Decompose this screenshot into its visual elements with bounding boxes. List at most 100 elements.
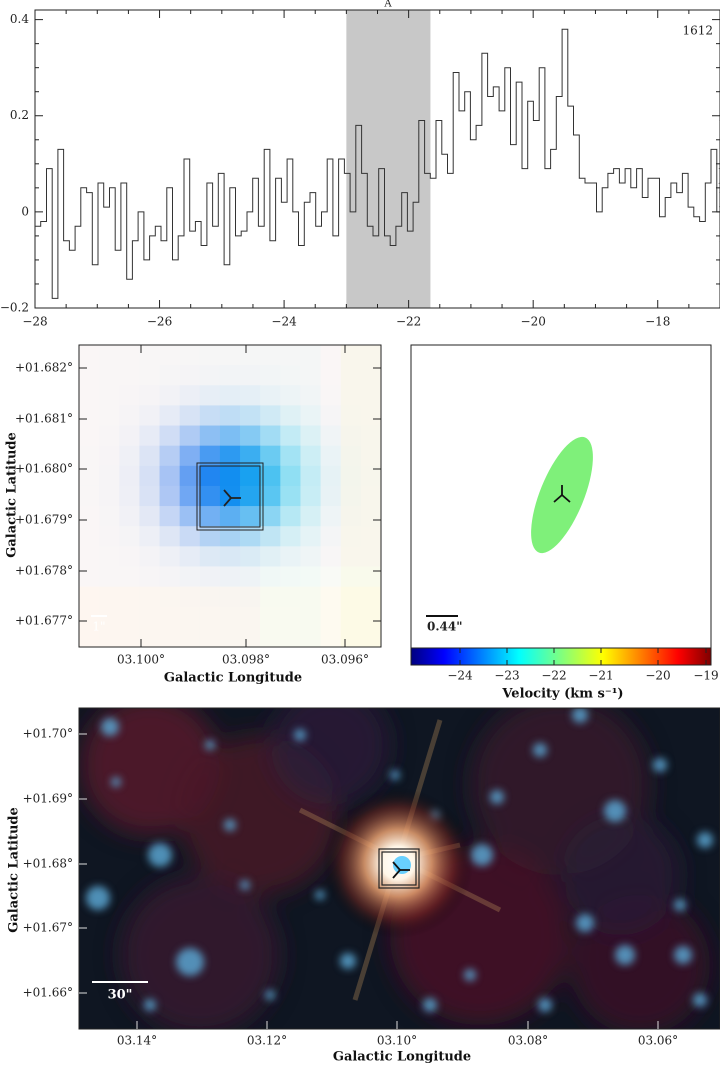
map-ytick-5: +01.677° [15, 614, 73, 628]
velocity-map-pixel [340, 425, 362, 447]
velocity-map-pixel [340, 345, 362, 366]
sky-star [144, 999, 156, 1011]
velocity-map-pixel [340, 365, 362, 386]
sky-star [101, 718, 119, 736]
velocity-map-pixel [300, 606, 321, 628]
colorbar [410, 647, 712, 666]
velocity-map-pixel [340, 485, 362, 507]
map-xlabel: Galactic Longitude [164, 671, 302, 686]
sky-star [576, 914, 594, 932]
velocity-map-pixel [240, 445, 261, 467]
velocity-map-pixel [79, 365, 100, 386]
velocity-map-pixel [139, 546, 160, 567]
velocity-map-pixel [179, 465, 201, 487]
velocity-map-pixel [159, 626, 181, 648]
nebula-patch [560, 815, 680, 935]
band-label: A [383, 0, 392, 10]
velocity-map-pixel [320, 485, 342, 507]
velocity-map-pixel [320, 385, 342, 406]
maser-marker-icon [392, 861, 410, 879]
sky-star [294, 729, 306, 741]
velocity-map-pixel [240, 566, 261, 587]
velocity-map-pixel [280, 385, 301, 406]
velocity-map-pixel [179, 485, 201, 507]
velocity-map-pixel [99, 586, 120, 608]
velocity-map-pixel [360, 425, 382, 447]
velocity-map-pixel [240, 626, 261, 648]
velocity-map-pixel [300, 526, 321, 547]
velocity-map-pixel [79, 606, 100, 628]
velocity-map-pixel [320, 506, 342, 527]
velocity-map-pixel [320, 425, 342, 447]
map-ytick-0: +01.682° [15, 361, 73, 375]
velocity-map-pixel [79, 566, 100, 587]
velocity-map-pixel [79, 425, 100, 447]
velocity-map-pixel [159, 445, 181, 467]
velocity-map-pixel [360, 465, 382, 487]
velocity-map-pixel [119, 485, 140, 507]
velocity-map-pixel [240, 526, 261, 547]
velocity-map-pixel [139, 626, 160, 648]
velocity-map-pixel [159, 365, 181, 386]
velocity-map-pixel [119, 606, 140, 628]
velocity-map-pixel [320, 445, 342, 467]
velocity-map-pixel [79, 586, 100, 608]
velocity-map-pixel [360, 546, 382, 567]
velocity-map-pixel [119, 405, 140, 426]
velocity-map-pixel [199, 465, 221, 487]
sky-star [538, 998, 552, 1012]
maser-marker-icon [553, 485, 571, 503]
beam-scalebar: 0.44" [426, 615, 462, 634]
sky-star [674, 899, 686, 911]
velocity-map-pixel [219, 506, 241, 527]
sky-ylabel: Galactic Latitude [7, 807, 22, 933]
velocity-map-pixel [99, 626, 120, 648]
velocity-map-pixel [280, 365, 301, 386]
spectrum-xtick-label: −22 [396, 315, 421, 329]
velocity-map-pixel [320, 465, 342, 487]
velocity-map-pixel [320, 546, 342, 567]
velocity-map-pixel [320, 365, 342, 386]
velocity-map-pixel [340, 385, 362, 406]
velocity-map-pixel [139, 526, 160, 547]
velocity-map-pixel [280, 586, 301, 608]
sky-star [111, 777, 121, 787]
velocity-map-pixel [280, 485, 301, 507]
velocity-map-pixel [260, 405, 281, 426]
velocity-map-pixel [139, 365, 160, 386]
velocity-map-pixel [340, 586, 362, 608]
velocity-map-pixel [340, 566, 362, 587]
velocity-map-pixel [300, 465, 321, 487]
spectrum-series [35, 28, 720, 299]
sky-star [533, 743, 547, 757]
velocity-map-pixel [79, 385, 100, 406]
velocity-map-pixel [119, 385, 140, 406]
sky-frame [78, 707, 720, 1030]
beam-panel: 0.44" −24 −23 −22 −21 −20 −19 Velocity (… [410, 344, 719, 702]
cbar-tick-2: −22 [541, 669, 566, 683]
velocity-map-pixel [360, 586, 382, 608]
sky-xtick-2: 03.10° [377, 1034, 417, 1048]
sky-star [423, 998, 437, 1012]
velocity-map-pixel [199, 606, 221, 628]
velocity-map-pixel [99, 485, 120, 507]
velocity-map-pixel [119, 425, 140, 447]
velocity-map-pixel [219, 405, 241, 426]
velocity-map-pixel [99, 385, 120, 406]
map-ylabel: Galactic Latitude [5, 432, 20, 558]
velocity-map-pixel [199, 425, 221, 447]
colorbar-label: Velocity (km s⁻¹) [501, 687, 623, 702]
velocity-map-pixel [139, 345, 160, 366]
velocity-map-pixel [219, 385, 241, 406]
velocity-map-pixel [179, 425, 201, 447]
velocity-map-pixel [240, 546, 261, 567]
velocity-map-pixel [340, 465, 362, 487]
cbar-tick-5: −19 [693, 669, 718, 683]
velocity-map-pixel [280, 546, 301, 567]
spectrum-ytick-label: 0 [21, 204, 29, 218]
velocity-map-pixel [119, 586, 140, 608]
sky-xtick-3: 03.08° [508, 1034, 548, 1048]
sky-star [176, 948, 204, 976]
velocity-map-pixel [139, 405, 160, 426]
sky-ticks [79, 733, 659, 1029]
